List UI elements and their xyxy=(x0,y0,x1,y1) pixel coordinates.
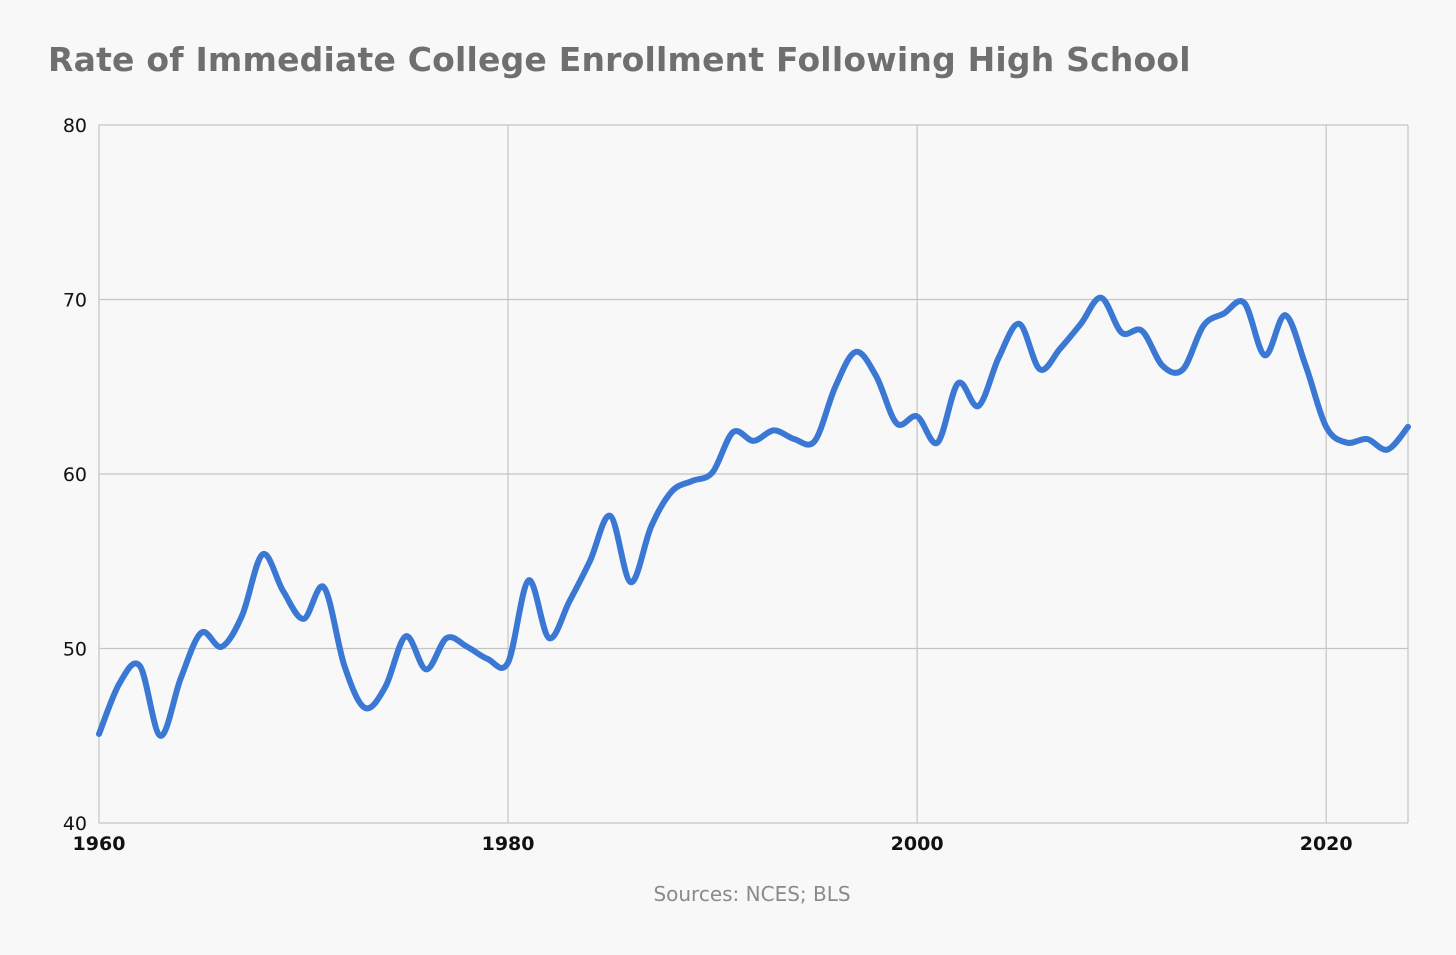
series-layer xyxy=(96,294,1411,739)
x-tick-label-1980: 1980 xyxy=(482,833,535,855)
chart-source-note: Sources: NCES; BLS xyxy=(653,882,851,906)
y-tick-label-70: 70 xyxy=(63,290,87,312)
y-tick-label-80: 80 xyxy=(63,115,87,137)
y-tick-label-40: 40 xyxy=(63,813,87,835)
x-tick-label-2000: 2000 xyxy=(891,833,944,855)
axis-tick-labels: 40 50 60 70 80 1960 1980 2000 2020 xyxy=(63,115,1353,855)
chart-title: Rate of Immediate College Enrollment Fol… xyxy=(48,40,1191,79)
y-tick-label-60: 60 xyxy=(63,464,87,486)
x-tick-label-1960: 1960 xyxy=(73,833,126,855)
gridlines xyxy=(98,124,1409,824)
x-tick-label-2020: 2020 xyxy=(1300,833,1353,855)
y-tick-label-50: 50 xyxy=(63,639,87,661)
series-line-0 xyxy=(96,294,1411,739)
